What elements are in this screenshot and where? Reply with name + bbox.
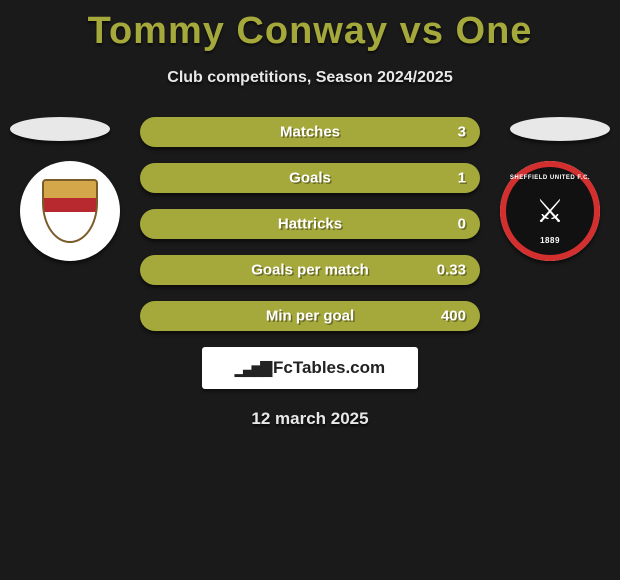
stat-row-goals: Goals 1 <box>140 163 480 193</box>
brand-footer: ▁▃▅▇ FcTables.com <box>202 347 418 389</box>
subtitle: Club competitions, Season 2024/2025 <box>0 69 620 87</box>
team-left-crest <box>20 161 120 261</box>
stat-label: Min per goal <box>266 308 354 325</box>
player-left-ellipse <box>10 117 110 141</box>
crest-text-top: SHEFFIELD UNITED F.C. <box>510 175 590 181</box>
page-title: Tommy Conway vs One <box>0 0 620 53</box>
shield-icon <box>42 179 98 243</box>
stat-row-hattricks: Hattricks 0 <box>140 209 480 239</box>
stat-value: 3 <box>458 124 466 141</box>
stat-label: Hattricks <box>278 216 342 233</box>
date-label: 12 march 2025 <box>0 409 620 429</box>
bristol-city-crest <box>20 161 120 261</box>
stat-value: 0 <box>458 216 466 233</box>
crossed-swords-icon: ⚔ <box>536 192 565 230</box>
stat-value: 1 <box>458 170 466 187</box>
stat-value: 400 <box>441 308 466 325</box>
stats-bars: Matches 3 Goals 1 Hattricks 0 Goals per … <box>140 117 480 331</box>
stat-row-goals-per-match: Goals per match 0.33 <box>140 255 480 285</box>
sheffield-united-crest: SHEFFIELD UNITED F.C. ⚔ 1889 <box>500 161 600 261</box>
team-right-crest: SHEFFIELD UNITED F.C. ⚔ 1889 <box>500 161 600 261</box>
chart-icon: ▁▃▅▇ <box>235 359 269 377</box>
stat-value: 0.33 <box>437 262 466 279</box>
crest-text-bottom: 1889 <box>540 236 560 245</box>
brand-text: ▁▃▅▇ FcTables.com <box>235 358 385 378</box>
stat-label: Goals per match <box>251 262 369 279</box>
stat-label: Matches <box>280 124 340 141</box>
comparison-container: SHEFFIELD UNITED F.C. ⚔ 1889 Matches 3 G… <box>0 117 620 429</box>
stat-row-min-per-goal: Min per goal 400 <box>140 301 480 331</box>
brand-label: FcTables.com <box>273 358 385 378</box>
stat-row-matches: Matches 3 <box>140 117 480 147</box>
stat-label: Goals <box>289 170 331 187</box>
player-right-ellipse <box>510 117 610 141</box>
